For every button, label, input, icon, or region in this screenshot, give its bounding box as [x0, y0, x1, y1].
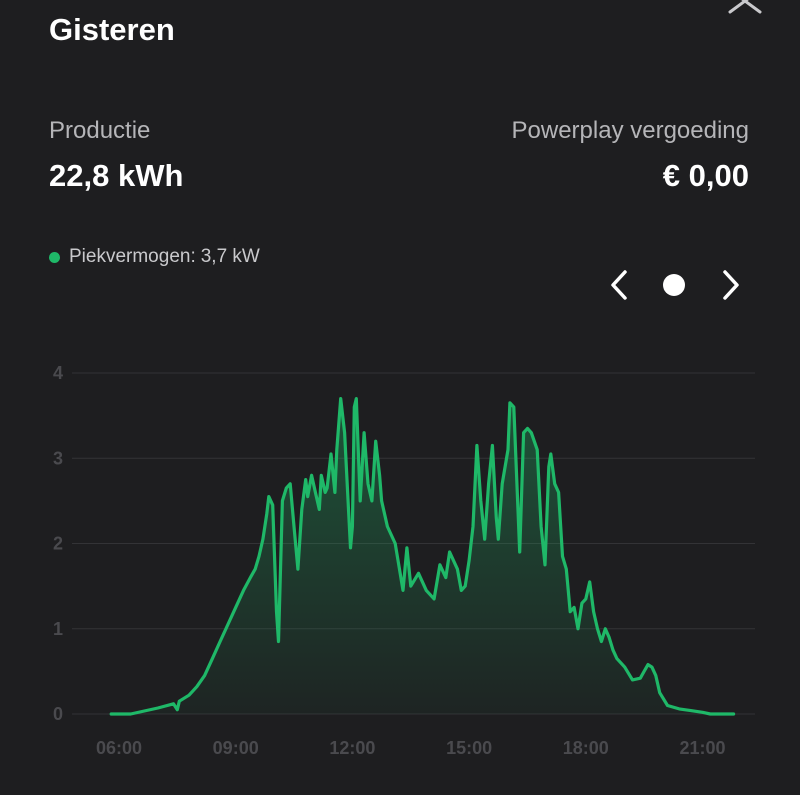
- pager: [600, 268, 750, 302]
- y-tick-label: 3: [53, 448, 63, 468]
- chevron-right-icon: [723, 270, 739, 300]
- x-tick-label: 09:00: [213, 738, 259, 758]
- power-chart: 0 1 2 3 4 06:00 09:00 12:00 15:00 18:00 21:00: [53, 363, 755, 758]
- x-tick-label: 18:00: [563, 738, 609, 758]
- x-tick-label: 06:00: [96, 738, 142, 758]
- page-title: Gisteren: [49, 12, 175, 47]
- powerplay-value: € 0,00: [662, 158, 749, 193]
- legend-value: 3,7 kW: [200, 246, 260, 267]
- legend-dot: [49, 251, 60, 263]
- y-tick-label: 4: [53, 363, 63, 383]
- next-button[interactable]: [713, 268, 747, 302]
- previous-button[interactable]: [603, 268, 637, 302]
- production-value: 22,8 kWh: [49, 158, 184, 193]
- close-icon: [728, 0, 762, 14]
- y-tick-label: 0: [53, 704, 63, 724]
- x-tick-label: 21:00: [679, 738, 725, 758]
- series-line: [109, 397, 736, 716]
- x-tick-label: 15:00: [446, 738, 492, 758]
- y-tick-label: 2: [53, 534, 63, 554]
- y-tick-label: 1: [53, 619, 63, 639]
- x-tick-label: 12:00: [329, 738, 375, 758]
- powerplay-label: Powerplay vergoeding: [511, 117, 749, 144]
- page-indicator-dot[interactable]: [663, 274, 685, 296]
- close-button[interactable]: [728, 0, 764, 16]
- production-label: Productie: [49, 117, 151, 144]
- chart-legend: Piekvermogen: 3,7 kW: [49, 246, 260, 268]
- legend-label: Piekvermogen:: [69, 246, 196, 267]
- series-area: [111, 398, 734, 714]
- chevron-left-icon: [611, 270, 627, 300]
